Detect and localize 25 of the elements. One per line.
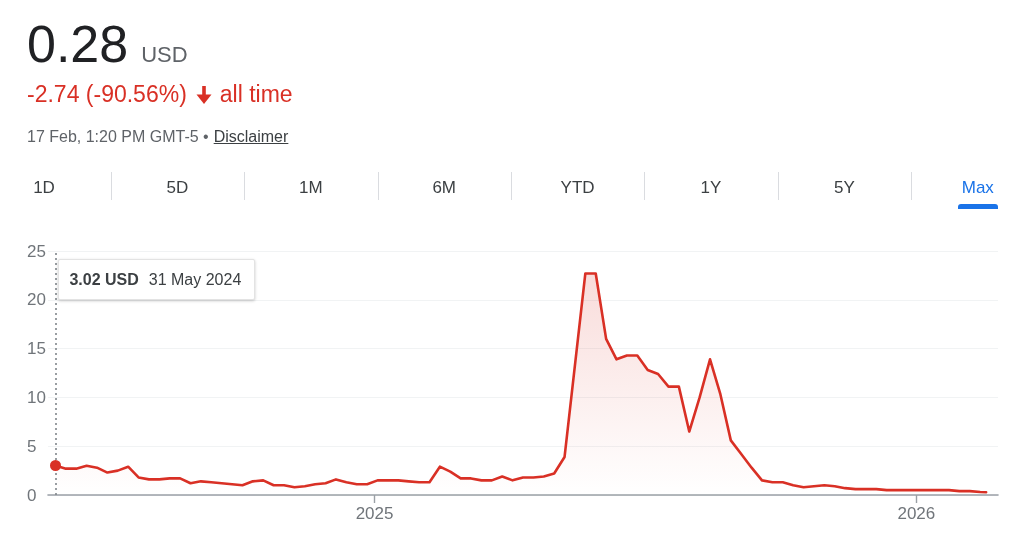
text: Max	[961, 178, 994, 197]
chart-title: 0.28	[27, 15, 129, 73]
x-tick-label: 2026	[897, 504, 936, 523]
text: YTD	[560, 178, 595, 197]
text: 5Y	[833, 178, 855, 197]
tooltip-box: 3.02 USD 31 May 2024	[58, 259, 256, 300]
text: 5D	[166, 178, 189, 197]
y-tick-label: 15	[27, 339, 46, 359]
annotation: 31 May 2024	[148, 270, 242, 288]
y-tick-label: 5	[27, 436, 37, 456]
text: Disclaimer	[213, 128, 289, 145]
y-tick-label: 25	[27, 241, 46, 261]
text: 1M	[298, 178, 323, 197]
text: all time	[219, 81, 293, 107]
chart-subtitle: -2.74 (-90.56%)	[27, 81, 187, 107]
y-tick-label: 0	[27, 485, 37, 505]
text: 17 Feb, 1:20 PM GMT-5 •	[27, 128, 209, 145]
annotation: 3.02 USD	[69, 270, 139, 288]
text: 6M	[432, 178, 456, 197]
y-tick-label: 10	[27, 387, 46, 407]
y-tick-label: 20	[27, 290, 46, 310]
text: 1D	[33, 178, 55, 197]
x-tick-label: 2025	[355, 504, 394, 523]
text: USD	[141, 42, 188, 67]
text: 1Y	[700, 178, 722, 197]
